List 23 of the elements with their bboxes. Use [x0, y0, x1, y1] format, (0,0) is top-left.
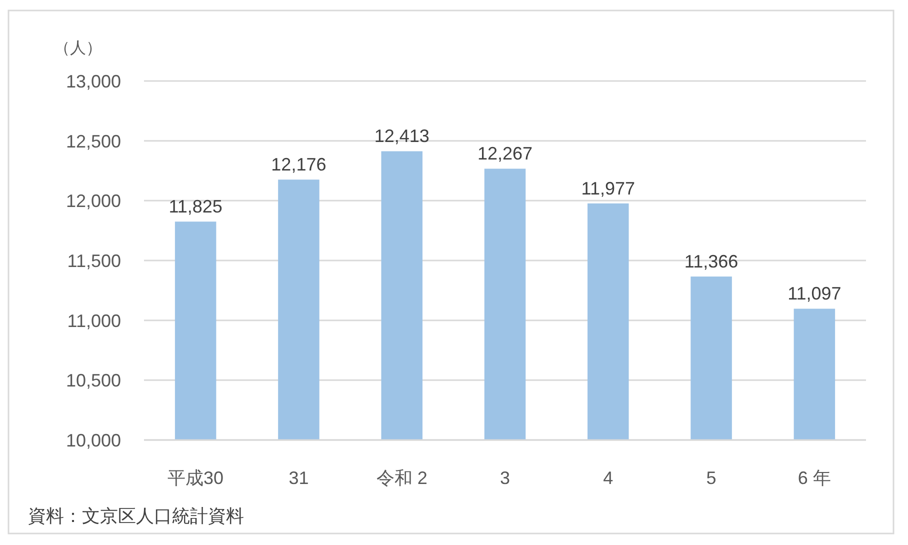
x-tick-label: 6 年 [798, 468, 831, 488]
data-label: 12,176 [271, 154, 326, 175]
data-label: 12,413 [374, 126, 430, 146]
y-axis-title: （人） [54, 40, 102, 57]
data-label: 11,977 [581, 178, 635, 198]
x-tick-label: 3 [500, 468, 510, 488]
data-label: 11,825 [168, 196, 222, 217]
y-tick-label: 13,000 [66, 72, 121, 92]
x-tick-label: 平成30 [168, 468, 224, 488]
y-tick-label: 11,500 [67, 251, 121, 271]
x-tick-label: 5 [706, 468, 716, 488]
data-label: 11,097 [788, 284, 842, 304]
y-tick-label: 10,500 [66, 370, 121, 391]
y-tick-label: 12,500 [66, 131, 121, 152]
data-label: 12,267 [477, 144, 533, 164]
x-tick-label: 令和 2 [376, 468, 428, 488]
y-tick-label: 11,000 [67, 310, 121, 331]
data-label: 11,366 [684, 252, 738, 272]
x-tick-label: 31 [288, 468, 309, 488]
y-tick-label: 12,000 [66, 191, 121, 212]
text: 資料：文京区人口統計資料 [28, 506, 244, 526]
x-tick-label: 4 [603, 468, 614, 488]
y-tick-label: 10,000 [66, 430, 121, 450]
